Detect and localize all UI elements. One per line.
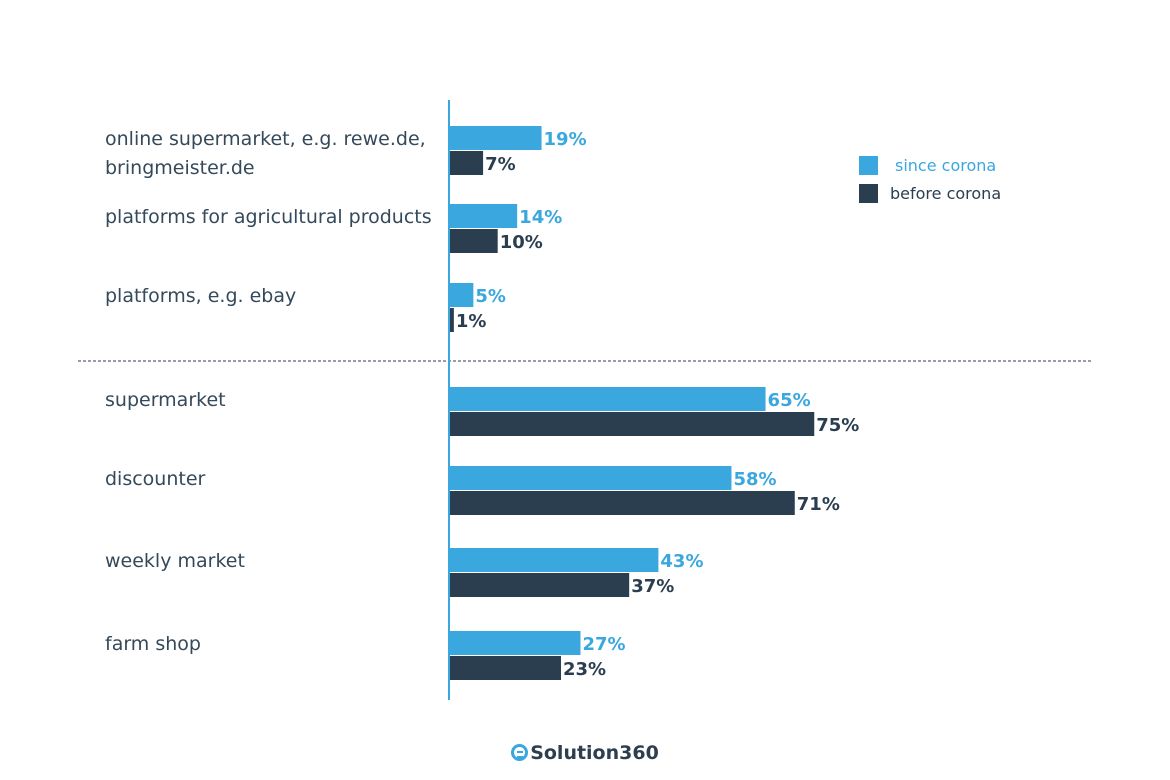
value-label-since-corona: 19% (544, 129, 587, 150)
category-label: platforms for agricultural products (105, 206, 432, 228)
category-label-line: discounter (105, 468, 206, 490)
bar-since-corona (449, 466, 732, 490)
category-label: farm shop (105, 633, 201, 655)
legend-swatch-since-corona (859, 156, 878, 175)
solution360-logo-icon (511, 744, 529, 761)
value-label-before-corona: 23% (563, 659, 606, 680)
category-label-line: platforms, e.g. ebay (105, 285, 296, 307)
bar-before-corona (449, 491, 795, 515)
value-label-since-corona: 43% (660, 551, 703, 572)
value-label-before-corona: 75% (816, 415, 859, 436)
value-label-since-corona: 58% (733, 469, 776, 490)
category-label: discounter (105, 468, 206, 490)
bar-before-corona (449, 229, 498, 253)
category-label-line: farm shop (105, 633, 201, 655)
bar-before-corona (449, 656, 562, 680)
value-label-since-corona: 27% (582, 634, 625, 655)
bar-chart: online supermarket, e.g. rewe.de, bringme… (78, 100, 1092, 700)
brand-name: Solution360 (530, 742, 659, 764)
category-label: platforms, e.g. ebay (105, 285, 296, 307)
legend-label-before-corona: before corona (890, 184, 1001, 203)
legend-swatch-before-corona (859, 184, 878, 203)
brand-logo: Solution360 (0, 742, 1170, 764)
bar-since-corona (449, 204, 518, 228)
bars-layer: online supermarket, e.g. rewe.de, bringme… (105, 126, 859, 680)
category-label: online supermarket, e.g. rewe.de, bringme… (105, 128, 426, 179)
bar-before-corona (449, 151, 484, 175)
category-label-line: supermarket (105, 389, 226, 411)
bar-since-corona (449, 631, 581, 655)
legend-label-since-corona: since corona (895, 156, 996, 175)
bar-before-corona (449, 412, 815, 436)
value-label-before-corona: 10% (500, 232, 543, 253)
category-label-line: bringmeister.de (105, 157, 255, 179)
category-label: supermarket (105, 389, 226, 411)
bar-since-corona (449, 387, 766, 411)
value-label-before-corona: 7% (485, 154, 516, 175)
category-label-line: platforms for agricultural products (105, 206, 432, 228)
value-label-before-corona: 71% (797, 494, 840, 515)
bar-since-corona (449, 126, 542, 150)
category-label-line: online supermarket, e.g. rewe.de, (105, 128, 426, 150)
value-label-before-corona: 37% (631, 576, 674, 597)
value-label-since-corona: 5% (475, 286, 506, 307)
category-label-line: weekly market (105, 550, 245, 572)
legend: since corona before corona (859, 156, 1001, 203)
value-label-since-corona: 14% (519, 207, 562, 228)
value-label-since-corona: 65% (768, 390, 811, 411)
value-label-before-corona: 1% (456, 311, 487, 332)
bar-since-corona (449, 548, 659, 572)
bar-since-corona (449, 283, 474, 307)
category-label: weekly market (105, 550, 245, 572)
bar-before-corona (449, 308, 454, 332)
bar-before-corona (449, 573, 630, 597)
